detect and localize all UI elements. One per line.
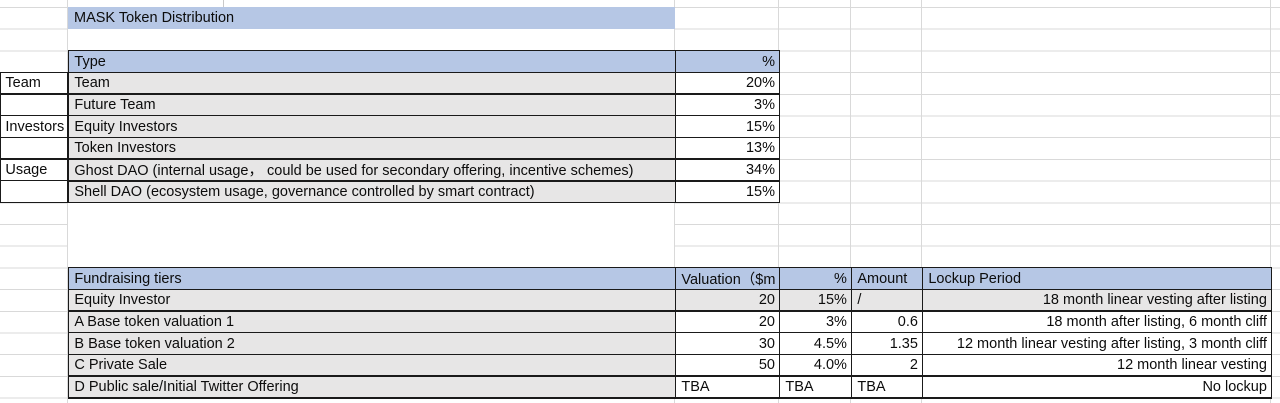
- col-header-valuation[interactable]: Valuation（$m: [676, 268, 779, 289]
- tier-cell[interactable]: C Private Sale: [69, 355, 675, 376]
- valuation-cell[interactable]: 50: [676, 355, 779, 376]
- dist-pct-cell[interactable]: 34%: [676, 159, 779, 181]
- col-header-pct[interactable]: %: [676, 51, 779, 72]
- group-label-usage[interactable]: Usage: [1, 159, 67, 181]
- sheet-title-cell[interactable]: MASK Token Distribution: [68, 7, 675, 29]
- group-label-team[interactable]: Team: [1, 72, 67, 94]
- valuation-cell[interactable]: TBA: [676, 376, 779, 398]
- percent-cell[interactable]: 4.5%: [780, 333, 851, 354]
- gridline-col-e: [921, 0, 922, 403]
- dist-pct-cell[interactable]: 15%: [676, 116, 779, 137]
- dist-type-cell[interactable]: Team: [69, 73, 675, 94]
- percent-cell[interactable]: 15%: [780, 290, 851, 311]
- col-header-amount[interactable]: Amount: [852, 268, 922, 289]
- dist-type-cell[interactable]: Equity Investors: [69, 116, 675, 137]
- valuation-cell[interactable]: 30: [676, 333, 779, 354]
- lockup-cell[interactable]: 18 month linear vesting after listing: [923, 290, 1271, 311]
- gridline-col-d: [850, 0, 851, 403]
- dist-pct-cell[interactable]: 3%: [676, 94, 779, 116]
- lockup-cell[interactable]: 18 month after listing, 6 month cliff: [923, 311, 1271, 333]
- percent-cell[interactable]: 4.0%: [780, 355, 851, 376]
- amount-cell[interactable]: 2: [852, 355, 922, 376]
- dist-type-cell[interactable]: Future Team: [69, 94, 675, 116]
- dist-pct-cell[interactable]: 15%: [676, 181, 779, 202]
- amount-cell[interactable]: /: [852, 290, 922, 311]
- group-label-investors[interactable]: Investors: [1, 116, 67, 137]
- lockup-cell[interactable]: 12 month linear vesting: [923, 355, 1271, 376]
- fundraising-tiers-table: Fundraising tiers Valuation（$m % Amount …: [68, 267, 1273, 399]
- gridline-col-f: [1270, 0, 1271, 403]
- percent-cell[interactable]: 3%: [780, 311, 851, 333]
- tier-cell[interactable]: D Public sale/Initial Twitter Offering: [69, 376, 675, 398]
- gridline-top-stub: [223, 0, 224, 7]
- amount-cell[interactable]: 1.35: [852, 333, 922, 354]
- group-label-empty-2[interactable]: [1, 138, 67, 159]
- dist-type-cell[interactable]: Token Investors: [69, 138, 675, 159]
- valuation-cell[interactable]: 20: [676, 290, 779, 311]
- col-header-percent[interactable]: %: [780, 268, 851, 289]
- amount-cell[interactable]: TBA: [852, 376, 922, 398]
- col-header-lockup[interactable]: Lockup Period: [923, 268, 1271, 289]
- tier-cell[interactable]: B Base token valuation 2: [69, 333, 675, 354]
- dist-pct-cell[interactable]: 20%: [676, 73, 779, 94]
- group-label-empty-1[interactable]: [1, 94, 67, 115]
- col-header-type[interactable]: Type: [69, 51, 675, 72]
- group-label-empty-3[interactable]: [1, 181, 67, 202]
- lockup-cell[interactable]: No lockup: [923, 376, 1271, 398]
- lockup-cell[interactable]: 12 month linear vesting after listing, 3…: [923, 333, 1271, 354]
- dist-type-cell[interactable]: Ghost DAO (internal usage， could be used…: [69, 159, 675, 181]
- valuation-cell[interactable]: 20: [676, 311, 779, 333]
- token-distribution-table: Type % Team 20% Future Team 3% Equity In…: [68, 50, 781, 204]
- tier-cell[interactable]: A Base token valuation 1: [69, 311, 675, 333]
- amount-cell[interactable]: 0.6: [852, 311, 922, 333]
- row-group-column: Team Investors Usage: [0, 71, 68, 204]
- sheet-title: MASK Token Distribution: [74, 9, 235, 26]
- percent-cell[interactable]: TBA: [780, 376, 851, 398]
- dist-pct-cell[interactable]: 13%: [676, 138, 779, 159]
- dist-type-cell[interactable]: Shell DAO (ecosystem usage, governance c…: [69, 181, 675, 202]
- tier-cell[interactable]: Equity Investor: [69, 290, 675, 311]
- col-header-tier[interactable]: Fundraising tiers: [69, 268, 675, 289]
